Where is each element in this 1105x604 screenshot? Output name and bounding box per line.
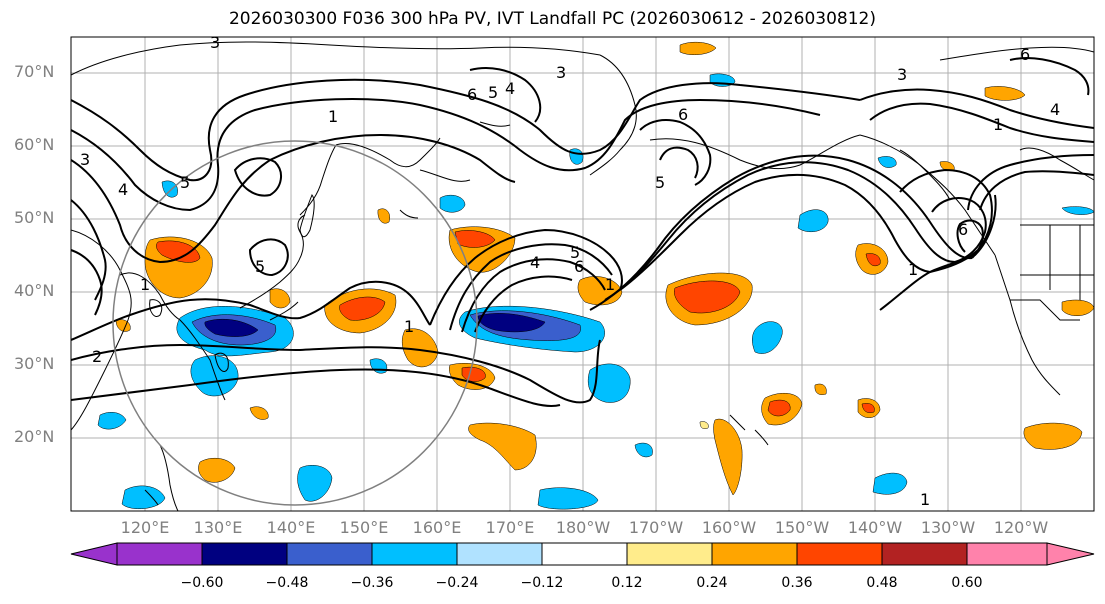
colorbar-segment: [626, 542, 713, 566]
contour-label: 1: [140, 275, 150, 294]
colorbar-segment: [966, 542, 1048, 566]
pos-anomaly-china-core: [156, 240, 201, 263]
contour-labels: 1 5 4 3 1 2 5 1 4 5 6 1 6 5 4 3 3 6 5 3 …: [80, 33, 1060, 509]
contour-label: 2: [92, 347, 102, 366]
colorbar-tick: −0.60: [180, 575, 224, 591]
lon-label: 150°E: [339, 518, 389, 537]
colorbar-extend-low: [70, 542, 118, 566]
lon-label: 130°E: [193, 518, 243, 537]
contour-label: 4: [1050, 100, 1060, 119]
colorbar-segment: [541, 542, 628, 566]
contour-label: 1: [328, 107, 338, 126]
colorbar-segment: [286, 542, 373, 566]
colorbar-segment: [371, 542, 458, 566]
neg-anomaly-central-inner: [477, 313, 546, 333]
lon-label: 160°W: [701, 518, 757, 537]
colorbar-tick: 0.48: [866, 575, 898, 591]
contour-label: 5: [255, 257, 265, 276]
colorbar-segment: [881, 542, 968, 566]
colorbar-segment: [796, 542, 883, 566]
lon-label: 140°W: [847, 518, 903, 537]
pv-shading: [97, 41, 1094, 510]
map-title: 2026030300 F036 300 hPa PV, IVT Landfall…: [228, 9, 876, 29]
contour-label: 4: [505, 79, 515, 98]
pos-anomaly-east-core: [674, 280, 741, 314]
lon-label: 180°W: [555, 518, 611, 537]
lon-label: 120°W: [993, 518, 1049, 537]
lat-label: 60°N: [14, 135, 55, 154]
lon-label: 130°W: [920, 518, 976, 537]
colorbar: [70, 542, 1095, 566]
colorbar-tick: −0.24: [435, 575, 479, 591]
contour-label: 6: [678, 105, 688, 124]
contour-label: 5: [180, 173, 190, 192]
lon-label: 120°E: [120, 518, 170, 537]
pos-anomaly-japan-east-core: [339, 296, 386, 321]
colorbar-tick: 0.12: [611, 575, 643, 591]
colorbar-segment: [201, 542, 288, 566]
colorbar-segment: [456, 542, 543, 566]
contour-label: 4: [118, 180, 128, 199]
colorbar-tick: 0.24: [696, 575, 728, 591]
colorbar-tick: 0.60: [951, 575, 983, 591]
pos-anomaly-nw-core: [454, 230, 496, 248]
colorbar-tick: −0.48: [265, 575, 309, 591]
contour-label: 5: [570, 243, 580, 262]
contour-label: 3: [210, 33, 220, 52]
pos-anomaly-mid: [577, 276, 623, 306]
contour-label: 4: [530, 253, 540, 272]
contour-label: 1: [404, 317, 414, 336]
contour-label: 1: [993, 115, 1003, 134]
lat-label: 40°N: [14, 281, 55, 300]
contour-label: 6: [1020, 45, 1030, 64]
neg-anomaly-japan-inner: [204, 319, 259, 337]
neg-anomaly-east: [587, 363, 631, 403]
colorbar-tick: 0.36: [781, 575, 813, 591]
lat-label: 50°N: [14, 208, 55, 227]
lon-label: 140°E: [266, 518, 316, 537]
colorbar-tick: −0.12: [520, 575, 564, 591]
neg-anomaly-south-japan: [190, 355, 239, 397]
colorbar-tick: −0.36: [350, 575, 394, 591]
colorbar-extend-high: [1046, 542, 1095, 566]
contour-label: 1: [908, 260, 918, 279]
coastlines: [71, 41, 1094, 511]
pv-contours: [71, 57, 1094, 407]
colorbar-segment: [116, 542, 203, 566]
lat-label: 20°N: [14, 427, 55, 446]
lon-label: 160°E: [412, 518, 462, 537]
landfall-radius-circle: [112, 140, 478, 506]
contour-label: 3: [556, 63, 566, 82]
contour-label: 1: [605, 275, 615, 294]
lat-label: 70°N: [14, 62, 55, 81]
lon-label: 170°E: [485, 518, 535, 537]
contour-label: 1: [920, 490, 930, 509]
lat-label: 30°N: [14, 354, 55, 373]
lon-label: 150°W: [774, 518, 830, 537]
colorbar-segment: [711, 542, 798, 566]
contour-label: 6: [574, 257, 584, 276]
contour-label: 6: [958, 220, 968, 239]
contour-label: 5: [655, 173, 665, 192]
lon-label: 170°W: [628, 518, 684, 537]
contour-label: 6: [467, 85, 477, 104]
contour-label: 3: [80, 150, 90, 169]
map-frame: [70, 36, 1095, 512]
contour-label: 3: [897, 65, 907, 84]
contour-label: 5: [488, 83, 498, 102]
